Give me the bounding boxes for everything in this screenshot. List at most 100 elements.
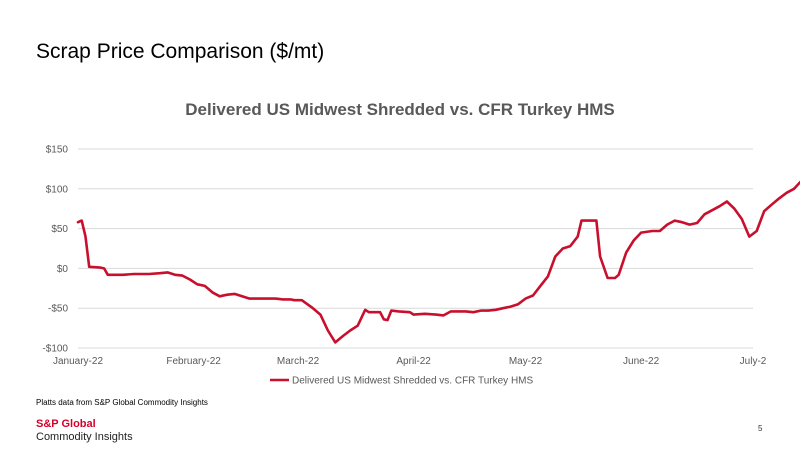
data-point <box>472 311 475 314</box>
y-tick-label: $100 <box>46 184 69 195</box>
data-point <box>532 294 534 297</box>
data-point <box>334 341 337 344</box>
data-point <box>703 213 706 216</box>
data-point <box>397 310 400 313</box>
data-point <box>274 297 277 300</box>
data-point <box>733 207 736 210</box>
data-point <box>174 273 176 276</box>
data-point <box>569 245 572 248</box>
data-point <box>617 273 620 276</box>
x-tick-label: February-22 <box>166 356 221 367</box>
data-point <box>726 200 728 203</box>
x-tick-label: March-22 <box>277 356 320 367</box>
x-axis-ticks: January-22 February-22 March-22 April-22 May… <box>53 356 767 367</box>
data-point <box>103 267 105 270</box>
data-point <box>599 255 601 258</box>
data-point <box>696 222 698 224</box>
data-point <box>218 295 221 298</box>
page-number: 5 <box>758 424 763 433</box>
data-point <box>84 235 87 238</box>
data-point <box>651 230 654 232</box>
chart-legend: Delivered US Midwest Shredded vs. CFR Tu… <box>270 376 534 387</box>
data-point <box>412 313 415 316</box>
data-point <box>442 314 445 317</box>
series-line-shredded-vs-hms <box>76 180 800 344</box>
y-tick-label: -$50 <box>48 304 68 315</box>
data-point <box>181 274 184 277</box>
y-axis-ticks: -$100 -$50 $0 $50 $100 $150 <box>42 145 68 355</box>
data-point <box>319 313 322 316</box>
data-point <box>379 311 381 314</box>
data-point <box>368 311 370 314</box>
data-point <box>356 324 359 327</box>
data-point <box>640 231 642 234</box>
data-point <box>778 197 780 200</box>
data-point <box>133 273 135 275</box>
data-point <box>539 285 542 287</box>
data-point <box>106 273 109 276</box>
data-point <box>755 230 758 232</box>
data-point <box>711 209 713 212</box>
legend-label: Delivered US Midwest Shredded vs. CFR Tu… <box>292 376 534 387</box>
data-point <box>457 310 460 313</box>
data-point <box>688 223 691 226</box>
data-point <box>666 223 669 226</box>
data-point <box>341 335 344 337</box>
company-logo: S&P Global Commodity Insights <box>36 418 133 444</box>
x-tick-label: June-22 <box>623 356 660 367</box>
data-point <box>382 318 385 321</box>
data-point <box>614 277 616 279</box>
data-point <box>386 319 389 321</box>
data-point <box>576 235 579 238</box>
data-point <box>763 210 766 213</box>
data-point <box>554 255 557 258</box>
data-point <box>159 272 161 275</box>
x-tick-label: January-22 <box>53 356 103 367</box>
data-point <box>289 298 292 301</box>
data-point <box>88 265 91 268</box>
data-point <box>211 291 214 294</box>
data-point <box>502 307 504 310</box>
data-point <box>349 329 352 332</box>
data-point <box>632 239 635 242</box>
data-point <box>547 275 549 278</box>
data-point <box>793 187 795 190</box>
data-point <box>282 298 284 301</box>
data-point <box>364 308 367 311</box>
data-point <box>148 273 150 275</box>
data-point <box>166 271 169 274</box>
data-point <box>189 278 191 281</box>
data-point <box>658 230 661 232</box>
data-point <box>248 297 251 300</box>
chart-title: Delivered US Midwest Shredded vs. CFR Tu… <box>185 100 615 119</box>
logo-line1: S&P Global <box>36 418 96 430</box>
x-tick-label: July-2 <box>740 356 767 367</box>
data-point <box>740 218 743 220</box>
data-point <box>494 308 497 311</box>
y-tick-label: -$100 <box>42 344 68 355</box>
data-point <box>241 295 244 298</box>
data-point <box>80 219 83 222</box>
data-point <box>509 305 512 308</box>
data-point <box>390 309 393 312</box>
data-point <box>293 299 296 302</box>
data-point <box>312 307 314 310</box>
slide-title: Scrap Price Comparison ($/mt) <box>36 40 325 63</box>
y-tick-label: $0 <box>57 264 69 275</box>
y-tick-label: $150 <box>46 145 69 156</box>
data-point <box>233 293 236 295</box>
data-point <box>487 309 490 312</box>
data-point <box>673 219 676 222</box>
gridlines <box>78 148 753 349</box>
data-point <box>785 191 788 194</box>
data-point <box>121 273 124 276</box>
data-point <box>748 235 751 238</box>
data-point <box>450 310 452 313</box>
data-point <box>517 303 519 306</box>
data-point <box>625 251 628 254</box>
data-point <box>203 285 206 287</box>
data-point <box>770 203 773 206</box>
data-point <box>327 329 329 332</box>
x-tick-label: April-22 <box>396 356 431 367</box>
